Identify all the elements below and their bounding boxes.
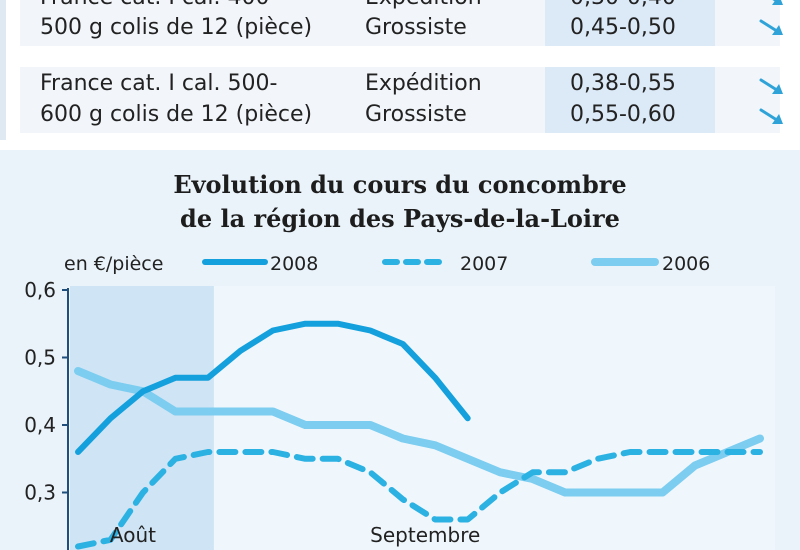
series-line-2006: [74, 367, 764, 497]
y-tick-label: 0,5: [24, 346, 56, 370]
x-month-label: Septembre: [370, 523, 480, 547]
price-column-shade: [545, 67, 715, 133]
down-right-arrow-icon: [758, 75, 788, 99]
legend-label-2006: 2006: [662, 253, 710, 275]
stage-label: Expédition: [365, 71, 482, 96]
legend-label-2007: 2007: [460, 253, 508, 275]
line-chart: 0,6 0,5 0,4 0,3 0,2 en €/pièce 2008 2007 2006 Aoû…: [24, 253, 775, 550]
price-value: 0,30-0,40: [570, 0, 676, 13]
series-line-2008: [75, 320, 471, 455]
down-right-arrow-icon: [758, 0, 788, 10]
product-label: 600 g colis de 12 (pièce): [40, 102, 313, 127]
price-value: 0,45-0,50: [570, 15, 676, 40]
stage-label: Grossiste: [365, 15, 467, 40]
stage-label: Expédition: [365, 0, 482, 13]
x-month-label: Août: [110, 523, 156, 547]
series-line-2007: [75, 449, 763, 550]
y-tick-label: 0,4: [24, 413, 56, 437]
y-tick-label: 0,2: [24, 548, 56, 550]
y-tick-label: 0,6: [24, 278, 56, 302]
table-row: France cat. I cal. 400- 500 g colis de 1…: [20, 0, 783, 46]
chart-title-line-1: Evolution du cours du concombre: [173, 170, 627, 199]
table-row: France cat. I cal. 500- 600 g colis de 1…: [20, 67, 783, 133]
product-label: 500 g colis de 12 (pièce): [40, 15, 313, 40]
y-axis-unit-label: en €/pièce: [64, 253, 163, 275]
stage-label: Grossiste: [365, 102, 467, 127]
chart-panel: Evolution du cours du concombre de la ré…: [0, 150, 800, 550]
down-right-arrow-icon: [758, 105, 788, 129]
product-label: France cat. I cal. 500-: [40, 71, 278, 96]
legend-label-2008: 2008: [270, 253, 318, 275]
price-value: 0,38-0,55: [570, 71, 676, 96]
y-tick-label: 0,3: [24, 481, 56, 505]
price-table: France cat. I cal. 400- 500 g colis de 1…: [0, 0, 800, 140]
product-label: France cat. I cal. 400-: [40, 0, 277, 13]
price-column-shade: [545, 0, 715, 46]
price-value: 0,55-0,60: [570, 102, 676, 127]
down-right-arrow-icon: [758, 16, 788, 40]
table-edge: [0, 0, 6, 140]
chart-title-line-2: de la région des Pays-de-la-Loire: [180, 204, 620, 233]
august-highlight-band: [70, 286, 214, 550]
